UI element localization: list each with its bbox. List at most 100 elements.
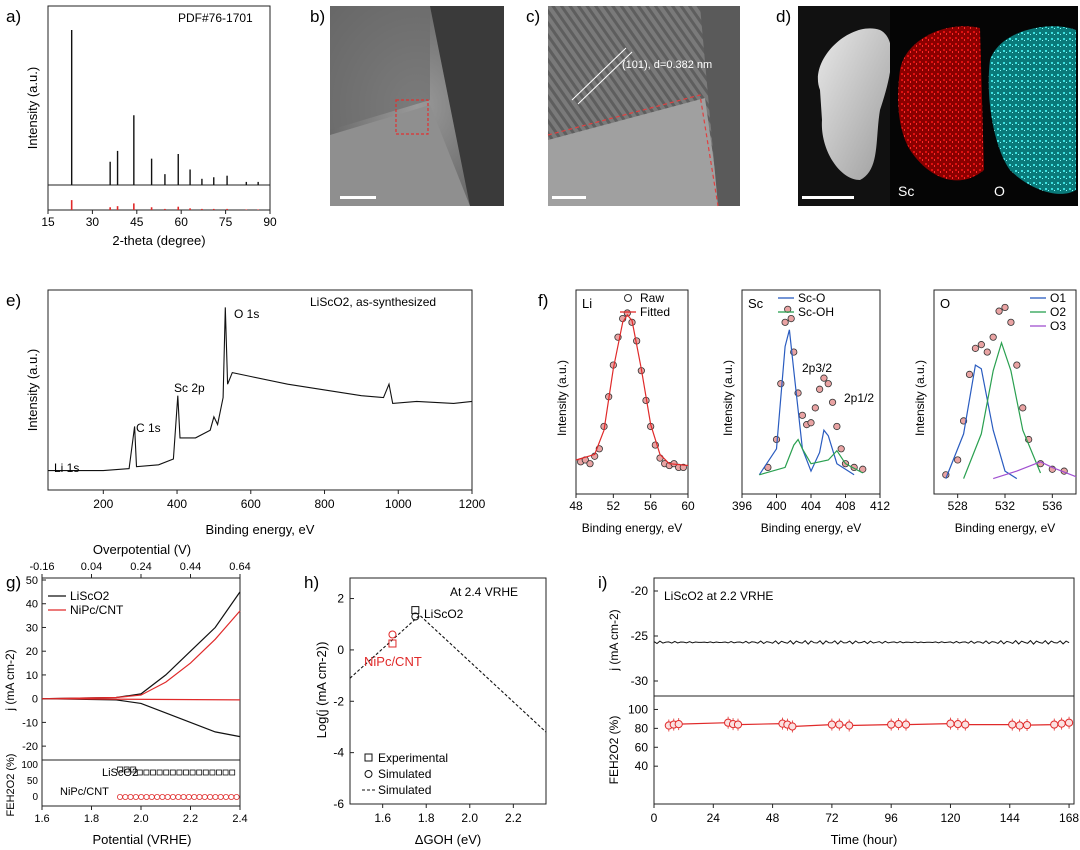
peak-label-li: Li 1s	[54, 461, 79, 475]
fe-tick-label: 50	[27, 776, 39, 787]
fe-markers-i	[664, 716, 1074, 733]
axes-h: 2 0 -2 -4 -6 1.6 1.8 2.0 2.2	[333, 592, 522, 825]
xtick-label: 532	[995, 499, 1015, 513]
raw-point	[965, 370, 974, 378]
fe-marker-nipc	[132, 794, 139, 801]
fe-point	[1015, 721, 1024, 730]
exp-point-nipc	[388, 639, 397, 648]
raw-point	[833, 422, 841, 431]
raw-point	[1007, 318, 1015, 326]
xtick-label: 1.8	[84, 813, 99, 825]
raw-point	[798, 411, 806, 419]
panel-label-a: a)	[6, 7, 21, 26]
xlabel-h: ΔGOH (eV)	[415, 832, 481, 847]
fe-marker-nipc	[233, 794, 240, 801]
legend-label: Fitted	[640, 305, 670, 319]
xtick-label: 408	[835, 499, 855, 513]
plot-frame-a	[47, 5, 271, 211]
xtick-label: 45	[130, 215, 144, 229]
xtick-label: 60	[681, 499, 695, 513]
xtick-label: 536	[1042, 499, 1062, 513]
xtick-label: 30	[86, 215, 100, 229]
fe-tick-label: 100	[21, 760, 38, 771]
fe-point	[887, 720, 896, 729]
legend-label: Sc-OH	[798, 305, 834, 319]
axes-i: -20 -25 -30 100 80 60 40 0 24 48 72 96 120 144 168	[628, 584, 1079, 825]
fe-marker-liscoo2	[222, 769, 229, 776]
legend-label: Sc-O	[798, 291, 825, 305]
peak-label-c: C 1s	[136, 421, 161, 435]
exp-point-liscoo2	[411, 606, 420, 615]
peak-label-2p32: 2p3/2	[802, 361, 832, 375]
fe-marker-nipc	[217, 794, 224, 801]
scale-bar-c	[552, 196, 586, 199]
annotation-i: LiScO2 at 2.2 VRHE	[664, 589, 773, 603]
panel-c: c) (101), d=0.382 nm	[526, 6, 740, 207]
xtick-label: 96	[884, 811, 898, 825]
raw-point	[828, 398, 837, 406]
fe-marker-liscoo2	[229, 769, 236, 776]
raw-point	[816, 385, 824, 393]
raw-point	[1013, 361, 1021, 369]
panel-a: a) PDF#76-1701 15 30 45 60 75 90 2-theta (deg…	[6, 5, 277, 248]
fe-marker-nipc	[154, 794, 161, 801]
ytick-label: -2	[333, 694, 344, 708]
xtick-label: 2.0	[461, 811, 478, 825]
legend-label: Raw	[640, 291, 664, 305]
raw-point	[824, 380, 832, 388]
fe-point	[894, 720, 903, 729]
x2tick-label: 0.64	[229, 561, 250, 573]
legend-g-nipc: NiPc/CNT	[70, 603, 124, 617]
fit-line	[758, 329, 855, 476]
xlabel-g: Potential (VRHE)	[93, 832, 192, 847]
element-label: Li	[582, 296, 592, 311]
volcano-line-h	[349, 614, 547, 733]
point-label-h-liscoo2: LiScO2	[424, 607, 464, 621]
fit-line	[575, 313, 689, 467]
ytick-label: 10	[26, 670, 38, 682]
plot-frame-h	[349, 577, 547, 805]
panel-label-b: b)	[310, 7, 325, 26]
panel-label-h: h)	[304, 573, 319, 592]
fe-tick-label: 0	[32, 792, 38, 803]
xtick-label: 60	[175, 215, 189, 229]
fe-marker-liscoo2	[196, 769, 203, 776]
x2tick-label: -0.16	[29, 561, 54, 573]
fit-line	[945, 364, 1018, 480]
ytick-label: -20	[631, 584, 649, 598]
ytick-label: 20	[26, 646, 38, 658]
fe-point	[835, 720, 844, 729]
annotation-a: PDF#76-1701	[178, 11, 253, 25]
xtick-label: 1200	[459, 497, 486, 511]
xtick-label: 48	[766, 811, 780, 825]
ytick-label: 0	[337, 643, 344, 657]
raw-point	[586, 460, 594, 468]
fe-marker-nipc	[127, 794, 134, 801]
xtick-label: 2.2	[183, 813, 198, 825]
raw-point	[777, 380, 785, 388]
bars-a	[70, 30, 259, 210]
fe-marker-nipc	[169, 794, 176, 801]
fe-tick-label: 100	[628, 702, 648, 716]
fe-point	[674, 720, 683, 729]
ylabel-e: Intensity (a.u.)	[25, 349, 40, 431]
xlabel: Binding energy, eV	[761, 521, 862, 535]
xtick-label: 144	[1000, 811, 1020, 825]
ytick-label: -10	[22, 717, 38, 729]
xtick-label: 400	[766, 499, 786, 513]
element-label: Sc	[748, 296, 764, 311]
fe-markers-g	[117, 766, 240, 801]
legend-label: O2	[1050, 305, 1066, 319]
panel-h: h) At 2.4 VRHE 2 0 -2 -4 -6 1.6 1.8 2.0 2.2 LiSc…	[304, 573, 547, 847]
fe-marker-nipc	[138, 794, 145, 801]
y2label-i: FEH2O2 (%)	[607, 716, 621, 785]
panel-label-e: e)	[6, 291, 21, 310]
fe-marker-liscoo2	[183, 769, 189, 776]
fe-marker-nipc	[143, 794, 150, 801]
sim-point-liscoo2	[411, 612, 420, 621]
